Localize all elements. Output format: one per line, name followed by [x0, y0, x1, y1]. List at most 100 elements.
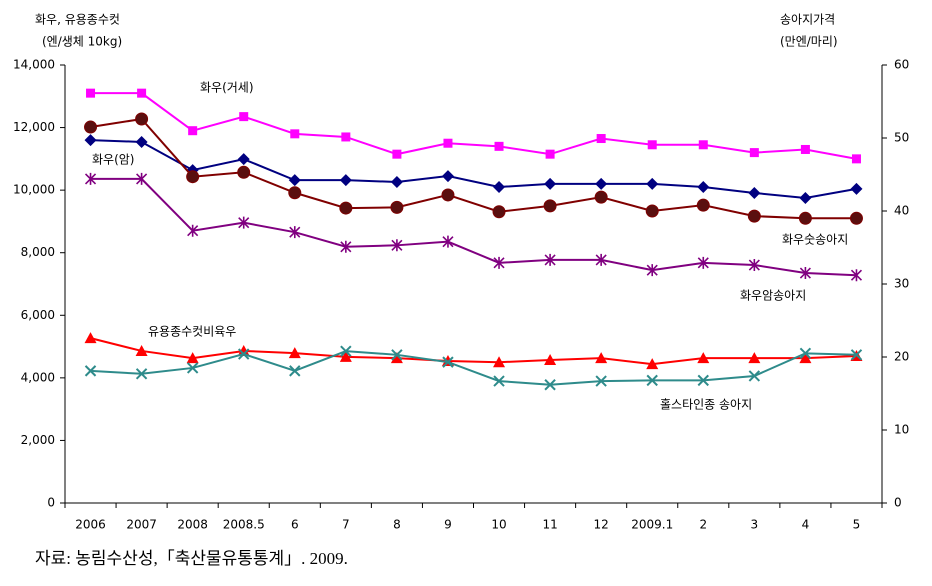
marker — [800, 144, 810, 154]
marker — [646, 264, 658, 277]
marker — [697, 374, 709, 387]
marker — [290, 129, 300, 139]
marker — [748, 370, 761, 382]
marker — [749, 148, 759, 158]
y-tick-label: 6,000 — [21, 308, 55, 322]
marker — [135, 112, 149, 126]
marker — [84, 332, 97, 344]
y-tick-label: 8,000 — [21, 245, 55, 259]
marker — [135, 344, 148, 356]
y-tick-label: 4,000 — [21, 370, 55, 384]
y-tick-label: 14,000 — [13, 58, 55, 72]
marker — [441, 170, 454, 183]
marker — [135, 368, 148, 380]
marker — [186, 362, 199, 374]
y-axis-title: (엔/생체 10kg) — [42, 35, 122, 49]
y2-tick-label: 20 — [894, 350, 909, 364]
x-tick-label: 2007 — [126, 518, 157, 532]
x-tick-label: 2008 — [177, 518, 208, 532]
marker — [747, 209, 761, 223]
marker — [647, 140, 657, 150]
marker — [135, 135, 148, 148]
marker — [594, 190, 608, 204]
x-tick-label: 2008.5 — [223, 518, 265, 532]
marker — [391, 349, 403, 361]
source-note: 자료: 농림수산성,「축산물유통통계」. 2009. — [35, 549, 348, 568]
x-tick-label: 9 — [444, 518, 452, 532]
marker — [84, 134, 97, 147]
marker — [493, 356, 506, 368]
marker — [798, 211, 812, 225]
marker — [340, 240, 352, 253]
x-tick-label: 10 — [491, 518, 506, 532]
marker — [596, 134, 606, 144]
marker — [341, 132, 351, 142]
y2-tick-label: 40 — [894, 204, 909, 218]
marker — [595, 352, 608, 364]
marker — [799, 267, 811, 280]
marker — [288, 174, 301, 187]
marker — [239, 112, 249, 122]
marker — [849, 211, 863, 225]
marker — [289, 365, 301, 377]
marker — [493, 375, 505, 387]
marker — [442, 235, 454, 248]
y-tick-label: 0 — [47, 496, 55, 510]
series-line — [90, 92, 857, 160]
x-tick-label: 3 — [751, 518, 759, 532]
marker — [697, 181, 710, 194]
marker — [237, 344, 250, 356]
marker — [288, 347, 301, 359]
marker — [645, 204, 659, 218]
x-tick-label: 12 — [594, 518, 609, 532]
series-label: 화우숫송아지 — [782, 233, 848, 247]
marker — [84, 172, 97, 185]
x-tick-label: 4 — [802, 518, 810, 532]
y2-axis-title: (만엔/마리) — [780, 35, 838, 49]
marker — [392, 149, 402, 159]
series-line — [90, 350, 857, 386]
marker — [851, 154, 861, 164]
marker — [390, 200, 404, 214]
marker — [850, 349, 863, 361]
marker — [492, 205, 506, 219]
y2-tick-label: 0 — [894, 496, 902, 510]
marker — [339, 201, 353, 215]
series-label: 홀스타인종 송아지 — [660, 398, 752, 412]
marker — [187, 224, 199, 237]
x-tick-label: 8 — [393, 518, 401, 532]
x-tick-label: 6 — [291, 518, 299, 532]
y-axis-title: 화우, 유용종수컷 — [35, 13, 120, 27]
y2-tick-label: 30 — [894, 277, 909, 291]
marker — [238, 216, 250, 229]
marker — [850, 269, 863, 282]
marker — [494, 141, 504, 151]
marker — [544, 177, 557, 190]
series-line — [90, 117, 857, 220]
series-label: 유용종수컷비육우 — [148, 325, 236, 339]
marker — [799, 352, 812, 364]
y2-tick-label: 60 — [894, 58, 909, 72]
x-tick-label: 5 — [853, 518, 861, 532]
marker — [595, 177, 608, 190]
x-tick-label: 11 — [542, 518, 557, 532]
marker — [698, 140, 708, 150]
marker — [646, 374, 658, 387]
marker — [188, 126, 198, 136]
marker — [340, 345, 352, 357]
marker — [696, 198, 710, 212]
series-line — [90, 177, 857, 277]
marker — [288, 186, 302, 200]
marker — [238, 348, 250, 360]
y2-tick-label: 10 — [894, 423, 909, 437]
marker — [443, 138, 453, 148]
series-label: 화우(암) — [92, 153, 134, 167]
marker — [493, 181, 506, 194]
marker — [697, 256, 709, 269]
marker — [237, 153, 250, 166]
y-tick-label: 12,000 — [13, 120, 55, 134]
marker — [493, 256, 505, 269]
marker — [748, 186, 761, 199]
marker — [86, 88, 96, 98]
